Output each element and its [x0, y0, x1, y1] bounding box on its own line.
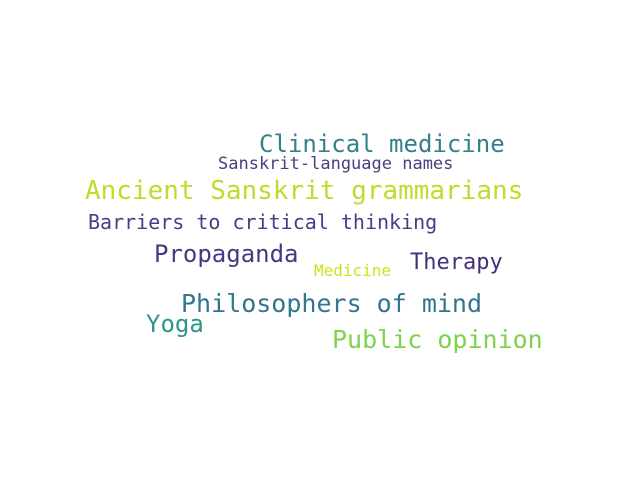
word-ancient-sanskrit-grammarians: Ancient Sanskrit grammarians: [85, 176, 524, 206]
word-propaganda: Propaganda: [154, 240, 299, 268]
word-philosophers-of-mind: Philosophers of mind: [181, 289, 483, 318]
word-sanskrit-language-names: Sanskrit-language names: [218, 154, 454, 174]
word-public-opinion: Public opinion: [332, 325, 543, 354]
word-clinical-medicine: Clinical medicine: [259, 130, 505, 158]
word-barriers-to-critical-thinking: Barriers to critical thinking: [88, 210, 438, 234]
word-yoga: Yoga: [146, 310, 204, 338]
word-medicine: Medicine: [314, 261, 392, 280]
word-therapy: Therapy: [410, 250, 503, 275]
